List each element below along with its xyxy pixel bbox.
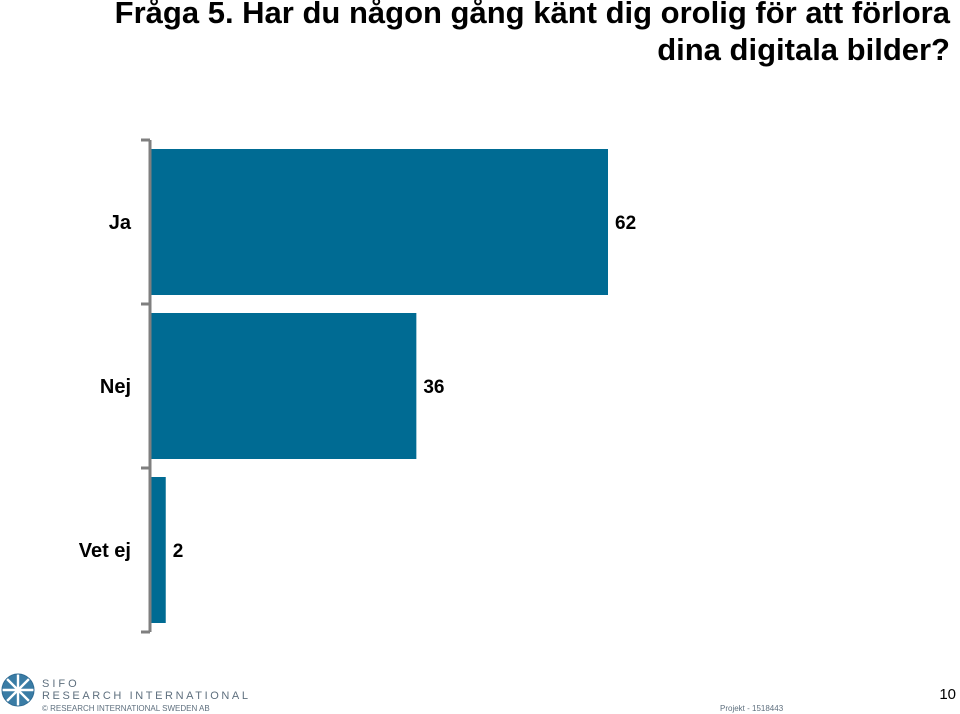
title-line-2: dina digitala bilder? — [657, 32, 950, 67]
bar-chart: Ja 62 Nej 36 Vet ej 2 — [79, 138, 636, 634]
category-label-0: Ja — [109, 212, 132, 234]
bar-0 — [151, 149, 608, 295]
value-label-1: 36 — [423, 377, 444, 398]
value-label-0: 62 — [615, 213, 636, 234]
slide-title: Fråga 5. Har du någon gång känt dig orol… — [5, 0, 950, 68]
brand-subtitle: RESEARCH INTERNATIONAL — [42, 690, 251, 702]
project-number: Projekt - 1518443 — [720, 704, 784, 713]
category-label-2: Vet ej — [79, 540, 131, 562]
bar-1 — [151, 313, 417, 459]
globe-logo-icon — [1, 673, 35, 707]
category-label-1: Nej — [100, 376, 131, 398]
value-label-2: 2 — [173, 541, 184, 562]
bar-2 — [151, 477, 166, 623]
copyright-text: © RESEARCH INTERNATIONAL SWEDEN AB — [42, 704, 210, 713]
page-number: 10 — [939, 686, 956, 703]
title-line-1: Fråga 5. Har du någon gång känt dig orol… — [114, 0, 950, 30]
brand-name: SIFO — [42, 678, 80, 690]
